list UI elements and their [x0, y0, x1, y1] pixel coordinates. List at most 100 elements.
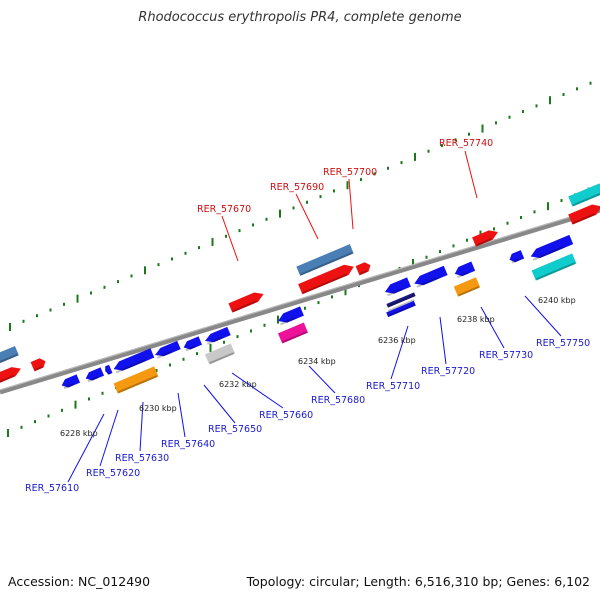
- gene-reverse-9-body: [278, 306, 304, 323]
- gene-forward-1-body: [296, 244, 354, 276]
- gene-label-reverse-10: RER_57750: [536, 338, 590, 349]
- gene-forward-6: [568, 204, 600, 225]
- gene-reverse-5: [183, 336, 203, 352]
- gene-reverse-1: [85, 367, 105, 383]
- gene-forward-0-shade: [232, 300, 258, 313]
- gene-label-forward-0: RER_57670: [197, 204, 251, 215]
- gene-reverse-1-shade: [87, 376, 99, 383]
- gene-reverse-10-shade: [282, 331, 308, 344]
- gene-reverse-14: [386, 292, 416, 308]
- gene-label-reverse-6-leader: [308, 365, 336, 394]
- gene-reverse-5-shade: [185, 345, 197, 352]
- gene-reverse-8: [204, 343, 236, 365]
- kbp-labels: 6228 kbp 6230 kbp 6232 kbp 6234 kbp 6236 kbp…: [60, 296, 576, 438]
- gene-reverse-13: [454, 261, 476, 279]
- gene-reverse-6-shade: [206, 336, 223, 345]
- kbp-label-0: 6228 kbp: [60, 429, 98, 438]
- gene-reverse-2: [105, 364, 113, 375]
- gene-reverse-12-body: [414, 265, 448, 286]
- gene-label-reverse-2: RER_57630: [115, 453, 169, 464]
- gene-reverse-20-shade: [535, 262, 576, 281]
- gene-reverse-9-shade: [280, 317, 296, 326]
- gene-label-reverse-9: RER_57730: [479, 350, 533, 361]
- map-title: Rhodococcus erythropolis PR4, complete g…: [138, 10, 462, 25]
- gene-label-reverse-2-leader: [139, 401, 144, 452]
- gene-reverse-18-shade: [511, 258, 520, 264]
- gene-forward-2-body: [298, 264, 354, 295]
- gene-label-reverse-5: RER_57660: [259, 410, 313, 421]
- gene-reverse-9: [278, 306, 304, 326]
- gene-reverse-20-body: [531, 253, 577, 281]
- gene-reverse-15-shade: [387, 299, 415, 312]
- gene-label-reverse-7-leader: [390, 325, 409, 380]
- gene-reverse-11-body: [385, 277, 411, 294]
- gene-label-forward-3: RER_57740: [439, 138, 493, 149]
- gene-reverse-19-body: [530, 234, 574, 259]
- gene-forward-8-shade: [0, 374, 15, 384]
- gene-reverse-7-body: [113, 366, 159, 394]
- gene-reverse-16-body: [386, 300, 416, 318]
- genome-backbone: [0, 207, 600, 395]
- gene-label-forward-1-leader: [295, 193, 319, 240]
- gene-reverse-11: [385, 277, 411, 297]
- gene-forward-6-shade: [572, 213, 596, 225]
- gene-forward-0-body: [228, 292, 264, 313]
- gene-forward-5-shade: [572, 192, 600, 207]
- gene-label-reverse-8-leader: [439, 316, 447, 365]
- gene-label-reverse-9-leader: [480, 306, 505, 349]
- gene-reverse-13-body: [454, 261, 476, 277]
- gene-label-reverse-0-leader: [67, 413, 105, 483]
- gene-reverse-18: [509, 250, 525, 264]
- gene-reverse-3: [113, 348, 155, 374]
- gene-reverse-17: [453, 277, 481, 297]
- gene-forward-0: [228, 292, 264, 313]
- kbp-label-4: 6236 kbp: [378, 336, 416, 345]
- gene-reverse-5-body: [183, 336, 203, 350]
- gene-label-reverse-1: RER_57620: [86, 468, 140, 479]
- gene-forward-2-shade: [302, 273, 348, 294]
- kbp-label-1: 6230 kbp: [139, 404, 177, 413]
- gene-reverse-18-body: [509, 250, 525, 263]
- label-leaders: [67, 150, 562, 483]
- gene-reverse-4-body: [155, 340, 181, 357]
- gene-forward-4-body: [472, 230, 498, 247]
- gene-features: [0, 183, 600, 394]
- gene-forward-2: [298, 264, 354, 295]
- gene-label-forward-2-leader: [348, 178, 354, 230]
- gene-label-reverse-4: RER_57650: [208, 424, 262, 435]
- gene-forward-9-shade: [34, 366, 43, 371]
- gene-label-reverse-7: RER_57710: [366, 381, 420, 392]
- gene-label-reverse-3-leader: [177, 392, 186, 438]
- gene-reverse-12: [414, 265, 448, 288]
- gene-reverse-7-shade: [117, 375, 158, 394]
- gene-forward-9: [30, 358, 46, 372]
- gene-forward-4-shade: [476, 238, 492, 247]
- gene-forward-3-body: [355, 262, 371, 276]
- gene-label-reverse-0: RER_57610: [25, 483, 79, 494]
- gene-forward-8-body: [0, 367, 21, 385]
- gene-reverse-3-shade: [115, 359, 146, 374]
- gene-label-reverse-4-leader: [203, 384, 236, 424]
- kbp-label-3: 6234 kbp: [298, 357, 336, 366]
- gene-label-reverse-6: RER_57680: [311, 395, 365, 406]
- gene-reverse-0-body: [61, 374, 81, 388]
- gene-reverse-16: [386, 300, 416, 318]
- scale-ticks: [7, 81, 592, 437]
- gene-reverse-2-shade: [107, 372, 110, 375]
- gene-label-forward-3-leader: [464, 150, 478, 199]
- gene-label-reverse-3: RER_57640: [161, 439, 215, 450]
- gene-label-reverse-5-leader: [231, 372, 284, 409]
- gene-forward-3-shade: [359, 270, 368, 275]
- gene-forward-1: [296, 244, 354, 276]
- kbp-label-2: 6232 kbp: [219, 380, 257, 389]
- gene-label-reverse-1-leader: [99, 409, 119, 467]
- gene-reverse-17-shade: [458, 285, 480, 297]
- gene-reverse-19: [530, 234, 574, 261]
- gene-reverse-3-body: [113, 348, 155, 371]
- gene-label-reverse-8: RER_57720: [421, 366, 475, 377]
- gene-reverse-4-shade: [156, 350, 173, 359]
- gene-forward-3: [355, 262, 371, 276]
- gene-forward-6-body: [568, 204, 600, 225]
- gene-reverse-2-body: [105, 364, 113, 375]
